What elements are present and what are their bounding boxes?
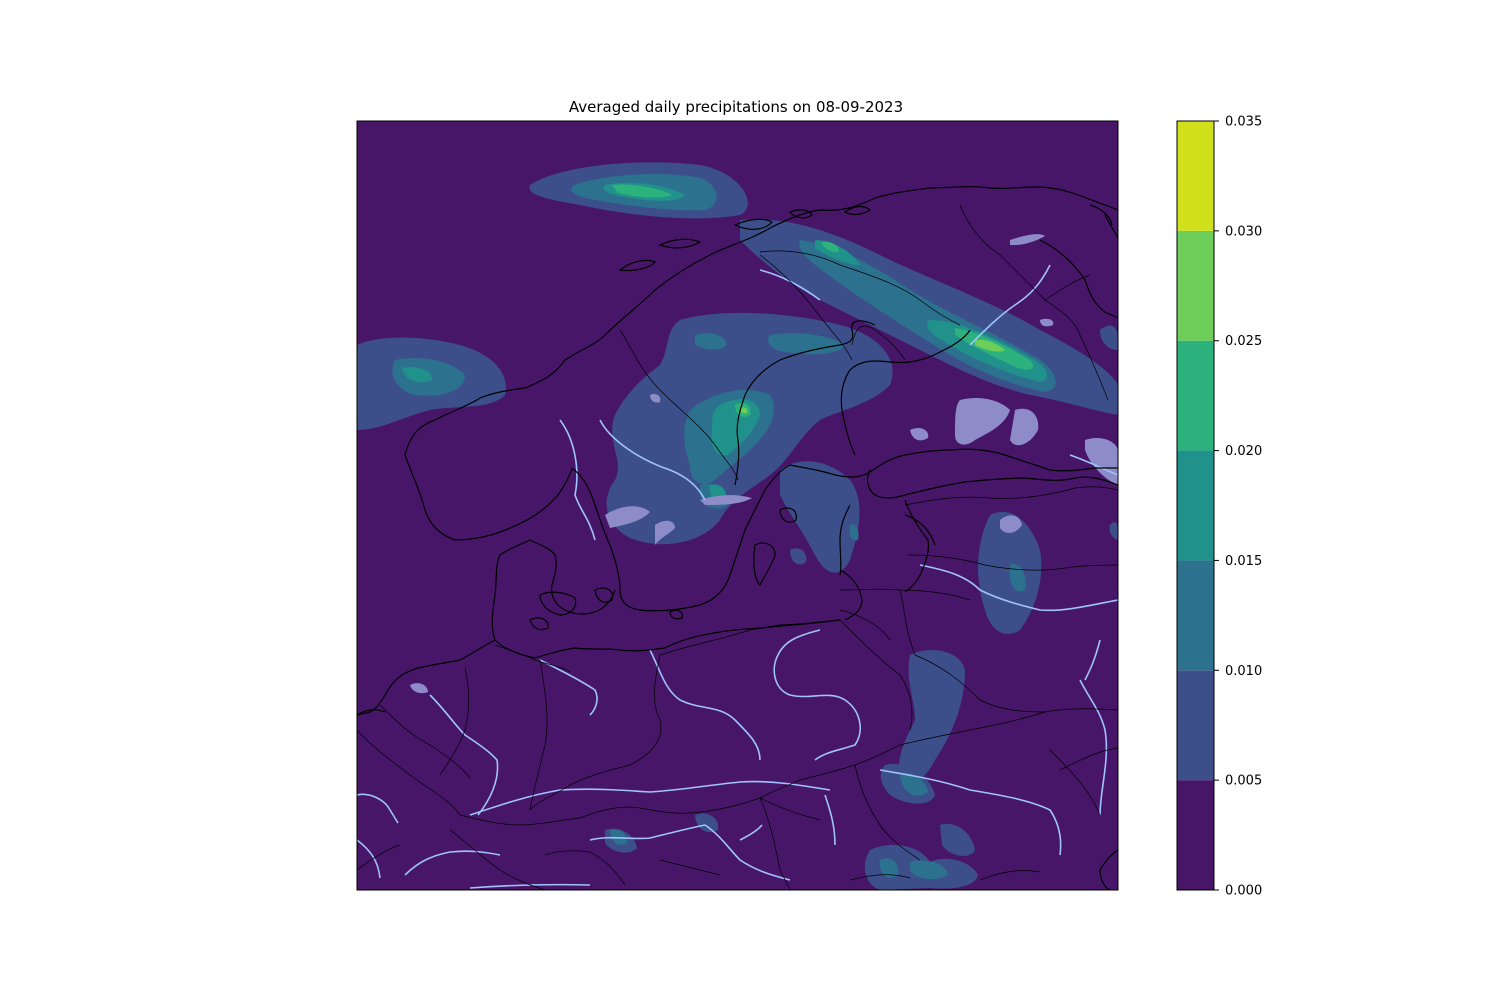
map-panel [356, 120, 1119, 891]
colorbar-swatch [1177, 340, 1214, 451]
colorbar-swatch [1177, 670, 1214, 781]
colorbar: 0.000 0.005 0.010 0.015 0.020 0.025 0.030 0.035 [1176, 115, 1262, 899]
colorbar-swatch [1177, 560, 1214, 671]
map-title: Averaged daily precipitations on 08-09-2… [569, 98, 903, 116]
lakes-layer [410, 234, 1118, 694]
colorbar-tick-label: 0.005 [1225, 774, 1262, 789]
colorbar-swatch [1177, 121, 1214, 231]
coastlines-layer [357, 186, 1118, 890]
colorbar-swatch [1177, 450, 1214, 561]
colorbar-tick-label: 0.010 [1225, 664, 1262, 679]
country-borders-layer [357, 204, 1118, 890]
map-frame [356, 120, 1119, 891]
precip-contours-0.025-0.030 [740, 339, 1005, 414]
colorbar-frame [1176, 120, 1215, 891]
colorbar-swatch [1177, 780, 1214, 890]
colorbar-tick-label: 0.030 [1225, 224, 1262, 239]
colorbar-tick-label: 0.015 [1225, 554, 1262, 569]
colorbar-swatch [1177, 230, 1214, 341]
colorbar-tick-label: 0.020 [1225, 444, 1262, 459]
colorbar-tick-label: 0.025 [1225, 334, 1262, 349]
colorbar-tick-label: 0.000 [1225, 884, 1262, 899]
map-background [357, 121, 1118, 890]
colorbar-tick-label: 0.035 [1225, 115, 1262, 130]
rivers-layer [357, 264, 1118, 889]
